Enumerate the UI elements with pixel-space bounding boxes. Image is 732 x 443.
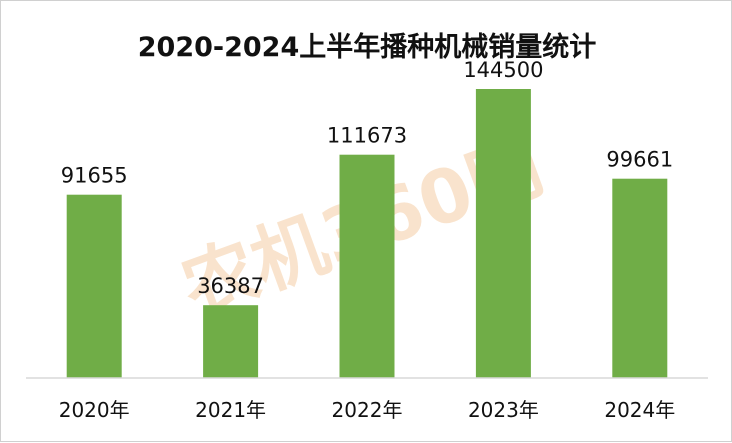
data-label-2024年: 99661 — [606, 148, 673, 172]
bar-2021年 — [203, 305, 259, 378]
bar-2024年 — [612, 178, 668, 378]
chart-title: 2020-2024上半年播种机械销量统计 — [138, 31, 597, 63]
data-label-2021年: 36387 — [197, 274, 264, 298]
x-tick-label-2023年: 2023年 — [468, 398, 539, 422]
data-label-2020年: 91655 — [61, 164, 128, 188]
x-axis-ticks: 2020年 2021年 2022年 2023年 2024年 — [59, 398, 676, 422]
x-tick-label-2022年: 2022年 — [332, 398, 403, 422]
data-label-2022年: 111673 — [327, 124, 407, 148]
bars-layer: 91655 36387 111673 144500 99661 — [61, 58, 673, 378]
x-tick-label-2020年: 2020年 — [59, 398, 130, 422]
bar-2022年 — [339, 154, 395, 378]
bar-2023年 — [475, 89, 531, 378]
x-tick-label-2021年: 2021年 — [195, 398, 266, 422]
x-tick-label-2024年: 2024年 — [604, 398, 675, 422]
data-label-2023年: 144500 — [463, 58, 543, 82]
bar-2020年 — [66, 194, 122, 378]
